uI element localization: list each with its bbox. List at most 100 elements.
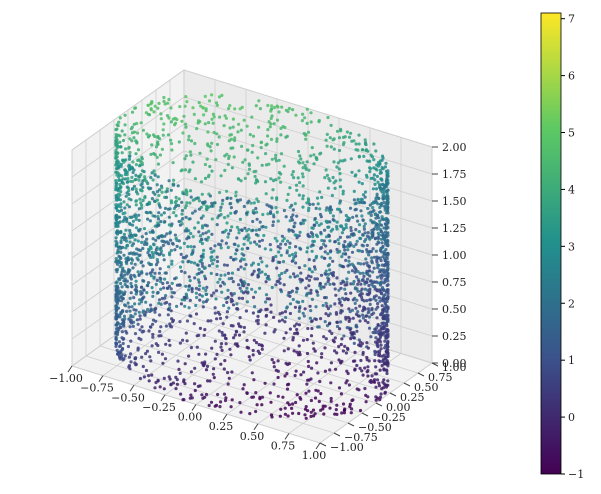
scatter-point [133,262,137,266]
scatter-point [257,228,261,232]
scatter-point [141,246,145,251]
scatter-point [185,319,190,323]
scatter-point [124,228,128,232]
scatter-point [345,130,349,134]
scatter-point [127,258,131,262]
scatter-point [276,375,280,380]
scatter-point [130,139,134,143]
scatter-point [146,202,150,206]
scatter-point [335,129,340,133]
scatter-point [159,246,163,250]
scatter-point [150,286,154,290]
scatter-point [339,129,343,133]
scatter-point [337,241,341,246]
scatter-point [215,352,219,356]
scatter-point [233,107,237,111]
scatter-point [245,211,249,215]
scatter-point [378,368,382,372]
scatter-point [360,198,364,202]
scatter-point [190,287,194,291]
scatter-point [265,264,269,268]
scatter-point [357,133,361,137]
scatter-point [253,174,257,179]
scatter-point [338,199,342,203]
scatter-point [338,159,343,163]
scatter-point [278,277,282,281]
scatter-point [264,293,269,297]
scatter-point [260,238,264,242]
scatter-point [331,214,335,218]
scatter-point [365,243,369,247]
x-tick-mark [315,442,321,450]
scatter-point [163,102,167,106]
scatter-point [159,117,163,121]
scatter-point [348,328,352,332]
scatter-point [156,260,160,264]
scatter-point [374,224,378,229]
scatter-point [129,251,133,255]
scatter-point [312,162,316,166]
y-tick-mark [347,422,355,427]
scatter-point [305,121,309,125]
scatter-point [218,208,222,212]
scatter-point [207,229,211,233]
scatter-point [205,285,209,289]
scatter-point [264,323,268,327]
scatter-point [360,287,364,291]
scatter-point [246,291,250,295]
scatter-point [291,230,295,234]
scatter-point [324,282,328,286]
scatter-point [368,170,372,174]
scatter-point [225,221,229,225]
scatter-point [359,236,363,241]
scatter-point [234,209,238,214]
scatter-point [355,325,359,329]
scatter-point [270,206,274,210]
scatter-point [368,302,372,306]
scatter-point [181,260,185,264]
scatter-point [379,202,383,206]
scatter-point [348,243,352,247]
scatter-point [131,324,135,328]
scatter-point [145,211,150,215]
scatter-point [122,292,126,296]
scatter-point [277,273,281,278]
scatter-point [193,141,197,146]
scatter-point [187,170,191,174]
scatter-point [309,275,313,279]
scatter-point [384,161,388,165]
scatter-point [229,405,233,409]
scatter-point [188,201,192,205]
x-tick-label: 0.25 [209,420,234,433]
scatter-point [350,308,354,312]
scatter-point [313,396,318,400]
scatter-point [334,293,338,297]
scatter-point [153,386,157,390]
scatter-point [376,281,380,285]
scatter-point [206,379,210,383]
scatter-point [116,203,120,207]
scatter-point [289,215,294,219]
scatter-point [123,168,127,172]
scatter-point [187,275,191,279]
scatter-point [362,274,366,278]
scatter-point [288,245,292,249]
scatter-point [361,233,365,237]
scatter-point [361,316,365,320]
scatter-point [291,252,295,257]
scatter-point [178,246,182,250]
x-axis-ticks: −1.00−0.75−0.50−0.250.000.250.500.751.00 [49,365,326,462]
scatter-point [305,250,309,254]
scatter-point [224,241,228,245]
scatter-point [213,357,217,361]
scatter-point [237,283,241,287]
scatter-point [384,313,388,317]
scatter-point [122,320,126,325]
scatter-point [298,306,302,310]
scatter-point [385,310,389,314]
scatter-point [363,319,367,323]
scatter-point [363,366,367,370]
scatter-point [270,285,274,290]
scatter-point [285,305,289,309]
scatter-point [376,305,380,309]
